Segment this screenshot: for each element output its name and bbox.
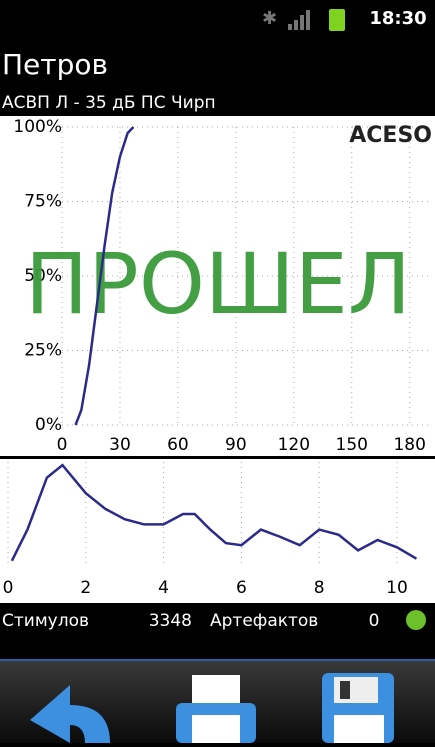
x-tick-label: 150 bbox=[336, 435, 368, 455]
patient-name: Петров bbox=[2, 48, 108, 81]
x-tick-label: 180 bbox=[393, 435, 425, 455]
chart-2: 0 2 4 6 8 10 bbox=[3, 462, 418, 598]
print-button[interactable] bbox=[176, 675, 256, 743]
result-text: ПРОШЕЛ bbox=[25, 235, 411, 333]
x-tick-label: 10 bbox=[386, 578, 408, 598]
status-bar bbox=[0, 0, 435, 38]
status-dot bbox=[406, 610, 426, 630]
data-line bbox=[74, 126, 135, 426]
stimuli-value: 3348 bbox=[149, 611, 192, 631]
y-tick-label: 75% bbox=[24, 192, 62, 212]
y-tick-label: 100% bbox=[13, 117, 62, 137]
clock: 18:30 bbox=[369, 8, 426, 29]
x-tick-label: 60 bbox=[167, 435, 189, 455]
signal-icon bbox=[288, 10, 310, 30]
battery-icon bbox=[329, 9, 345, 31]
save-button[interactable] bbox=[322, 673, 394, 743]
x-tick-label: 30 bbox=[109, 435, 131, 455]
x-tick-label: 0 bbox=[57, 435, 68, 455]
x-tick-label: 90 bbox=[225, 435, 247, 455]
x-tick-label: 120 bbox=[278, 435, 310, 455]
logo: ACESO bbox=[349, 123, 432, 148]
x-tick-label: 8 bbox=[314, 578, 325, 598]
x-tick-label: 0 bbox=[3, 578, 14, 598]
y-tick-label: 0% bbox=[35, 415, 62, 435]
stimuli-label: Стимулов bbox=[2, 611, 89, 631]
chart-1-bg bbox=[0, 116, 435, 456]
x-tick-label: 4 bbox=[158, 578, 169, 598]
data-line bbox=[10, 463, 418, 562]
x-tick-label: 6 bbox=[236, 578, 247, 598]
artifacts-label: Артефактов bbox=[210, 611, 318, 631]
bluetooth-icon: ✱ bbox=[262, 8, 277, 29]
chart-1: 0 30 60 90 120 150 180 0% 25% 50% 75% 100% ПРОШЕЛ ACE… bbox=[13, 117, 432, 455]
chart-2-bg bbox=[0, 459, 435, 603]
test-name: АСВП Л - 35 дБ ПС Чирп bbox=[2, 93, 216, 113]
y-tick-label: 50% bbox=[24, 266, 62, 286]
y-tick-label: 25% bbox=[24, 341, 62, 361]
artifacts-value: 0 bbox=[369, 611, 380, 631]
x-tick-label: 2 bbox=[80, 578, 91, 598]
back-button[interactable] bbox=[30, 685, 110, 743]
